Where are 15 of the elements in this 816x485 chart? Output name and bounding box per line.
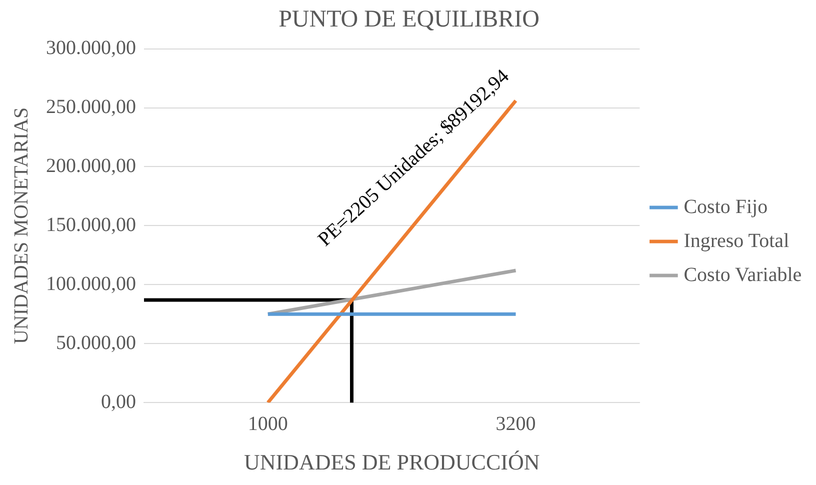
y-tick-label: 150.000,00 xyxy=(46,214,136,236)
y-tick-label: 100.000,00 xyxy=(46,272,136,295)
y-axis-title: UNIDADES MONETARIAS xyxy=(10,107,32,344)
y-tick-label: 300.000,00 xyxy=(46,37,136,60)
x-tick-label: 1000 xyxy=(248,412,288,435)
y-tick-label: 50.000,00 xyxy=(56,332,136,354)
y-tick-label: 200.000,00 xyxy=(46,154,136,177)
y-tick-label: 250.000,00 xyxy=(46,96,136,118)
legend-label: Costo Variable xyxy=(684,264,802,286)
x-tick-label: 3200 xyxy=(496,412,536,435)
legend-label: Ingreso Total xyxy=(684,230,790,252)
legend-label: Costo Fijo xyxy=(684,196,768,218)
chart-title: PUNTO DE EQUILIBRIO xyxy=(278,6,540,33)
y-tick-label: 0,00 xyxy=(101,390,136,413)
x-axis-title: UNIDADES DE PRODUCCIÓN xyxy=(244,450,540,475)
